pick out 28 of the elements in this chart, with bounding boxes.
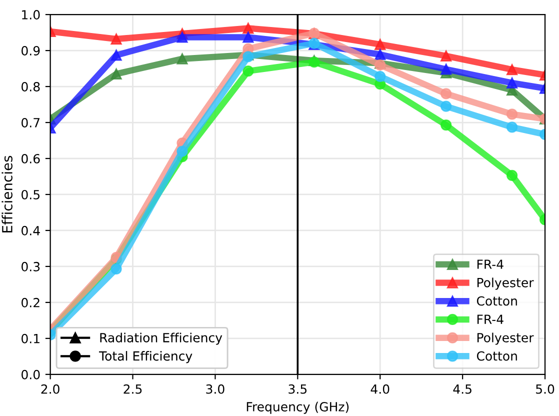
legend-label: Total Efficiency	[99, 351, 192, 364]
y-tick-label: 0.4	[22, 226, 40, 236]
y-tick-label: 0.0	[22, 370, 40, 380]
y-axis-title: Efficiencies	[2, 156, 12, 232]
legend-label: Radiation Efficiency	[100, 332, 222, 345]
legend-label: Cotton	[476, 351, 517, 361]
y-tick-label: 0.6	[22, 154, 40, 164]
x-tick-label: 3.5	[288, 384, 307, 394]
x-tick-label: 2.5	[124, 384, 142, 394]
legend-label: Polyester	[477, 332, 534, 345]
legend-label: FR-4	[477, 314, 504, 324]
x-tick-label: 3.0	[206, 384, 224, 394]
legend-label: Polyester	[477, 278, 534, 290]
x-tick-label: 4.0	[370, 384, 390, 394]
y-tick-label: 0.9	[22, 46, 40, 56]
y-tick-label: 0.7	[22, 118, 40, 128]
y-tick-label: 1.0	[22, 10, 40, 20]
y-tick-label: 0.5	[22, 190, 40, 200]
legend-label: FR-4	[477, 260, 504, 269]
y-tick-label: 0.3	[22, 262, 40, 272]
x-tick-label: 5.0	[536, 384, 554, 394]
y-tick-label: 0.8	[22, 82, 40, 92]
y-tick-label: 0.2	[22, 298, 40, 308]
legend-label: Cotton	[476, 296, 517, 306]
x-tick-label: 4.5	[453, 384, 472, 394]
y-tick-label: 0.1	[22, 334, 40, 344]
x-axis-title: Frequency (GHz)	[246, 402, 349, 414]
x-tick-label: 2.0	[41, 384, 60, 394]
